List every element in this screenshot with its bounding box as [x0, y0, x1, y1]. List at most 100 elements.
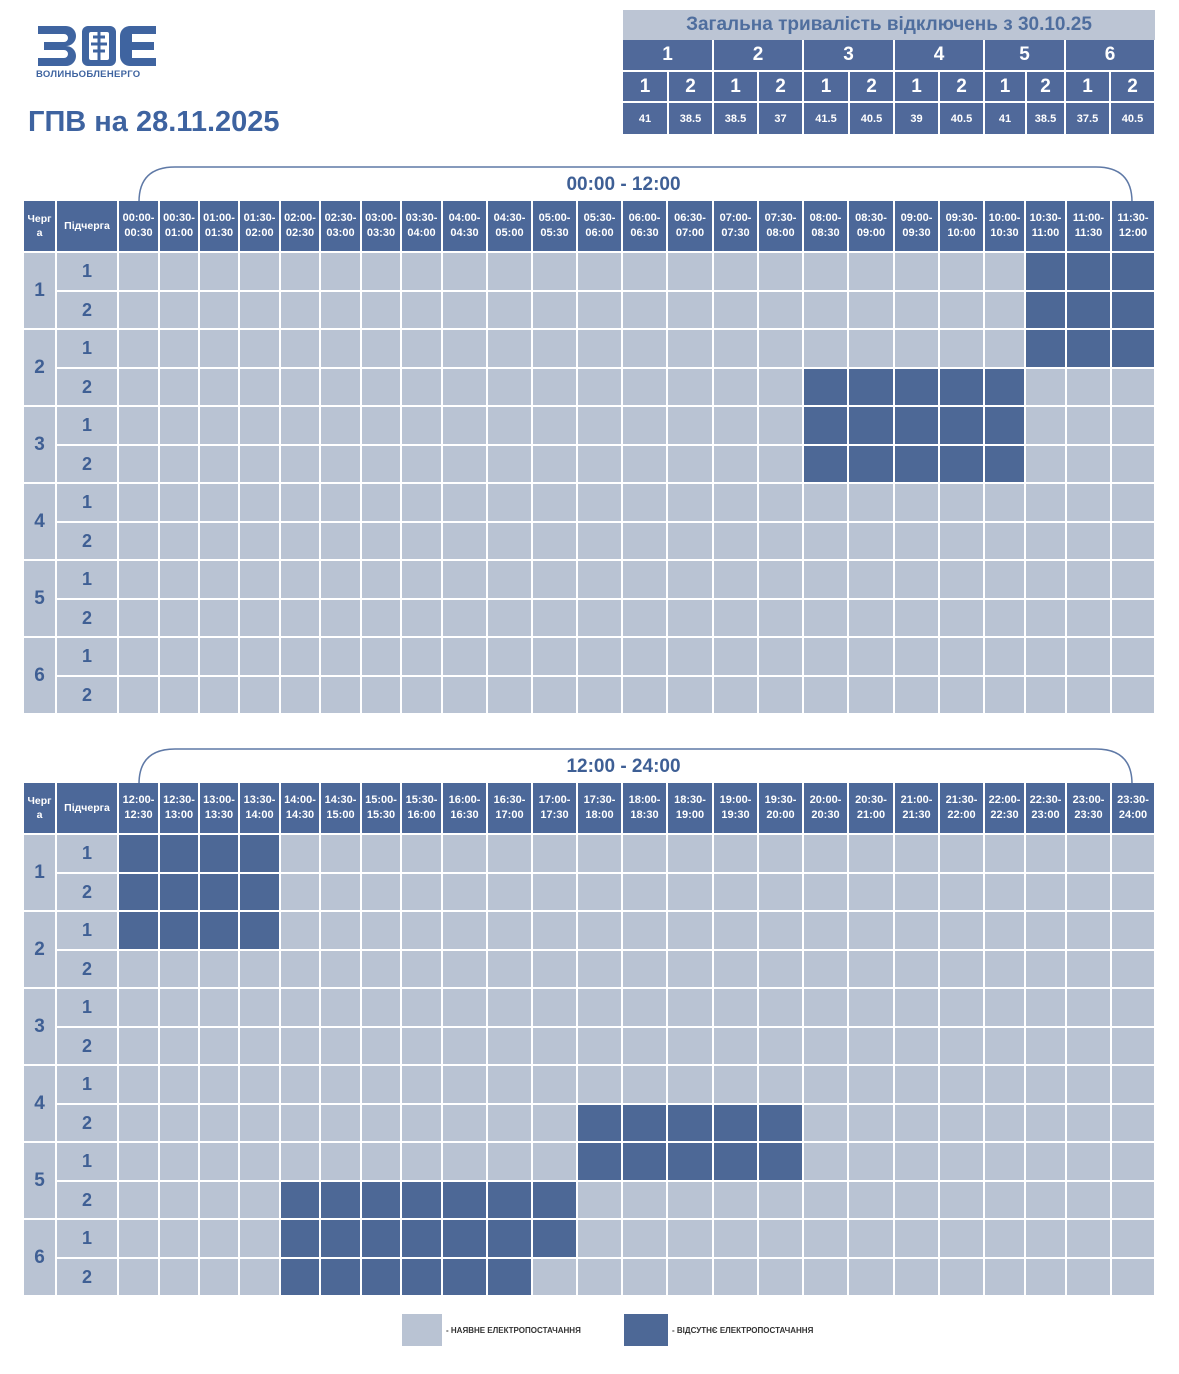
available-slot: [714, 1066, 759, 1105]
available-slot: [714, 912, 759, 951]
available-slot: [1067, 638, 1112, 677]
available-slot: [160, 989, 200, 1028]
available-slot: [1067, 989, 1112, 1028]
available-slot: [362, 407, 402, 446]
time-slot-line: 01:00: [164, 227, 194, 239]
time-slot-line: 17:30: [540, 809, 569, 821]
subqueue-label: 2: [57, 1105, 119, 1143]
time-slot-line: 01:00-: [203, 212, 235, 224]
time-slot-line: 20:00: [766, 809, 795, 821]
queue-label: 6: [24, 638, 57, 715]
available-slot: [985, 951, 1026, 989]
time-slot-line: 19:00: [675, 809, 705, 821]
available-slot: [759, 292, 804, 330]
available-slot: [804, 912, 849, 951]
available-slot: [849, 292, 895, 330]
available-slot: [940, 484, 985, 523]
available-slot: [160, 292, 200, 330]
available-slot: [804, 523, 849, 561]
outage-slot: [488, 1259, 533, 1297]
time-slot-line: 17:30-: [583, 794, 616, 806]
available-slot: [533, 989, 578, 1028]
available-slot: [1026, 600, 1067, 638]
time-slot-line: 09:00-: [900, 212, 933, 224]
available-slot: [714, 484, 759, 523]
available-slot: [849, 1182, 895, 1220]
time-slot-line: 14:00: [245, 809, 274, 821]
available-slot: [578, 1259, 623, 1297]
available-slot: [488, 638, 533, 677]
subqueue-column-header: Підчерга: [57, 201, 119, 253]
available-slot: [668, 1028, 714, 1066]
time-slot-header: 04:30- 05:00: [488, 201, 533, 253]
available-slot: [759, 446, 804, 484]
available-slot: [668, 1066, 714, 1105]
time-slot-line: 01:30: [204, 227, 234, 239]
time-slot-header: 01:30- 02:00: [240, 201, 281, 253]
available-slot: [1067, 484, 1112, 523]
available-slot: [200, 330, 240, 369]
time-slot-header: 18:00- 18:30: [623, 783, 668, 835]
available-slot: [321, 989, 362, 1028]
outage-slot: [1067, 330, 1112, 369]
available-slot: [668, 912, 714, 951]
time-slot-line: 18:00-: [628, 794, 661, 806]
available-slot: [200, 369, 240, 407]
available-slot: [321, 638, 362, 677]
available-slot: [804, 1220, 849, 1259]
available-slot: [849, 523, 895, 561]
available-slot: [714, 989, 759, 1028]
available-slot: [240, 1182, 281, 1220]
available-slot: [402, 1066, 443, 1105]
queue-label: 4: [24, 1066, 57, 1143]
available-slot: [160, 600, 200, 638]
outage-slot: [443, 1259, 488, 1297]
available-slot: [119, 446, 160, 484]
available-slot: [402, 561, 443, 600]
available-slot: [1067, 1182, 1112, 1220]
available-slot: [119, 484, 160, 523]
time-slot-line: 11:00: [1031, 227, 1060, 239]
queue-label: 1: [24, 835, 57, 912]
time-slot-line: 19:00-: [719, 794, 752, 806]
available-slot: [443, 446, 488, 484]
time-slot-line: 22:00-: [988, 794, 1021, 806]
available-slot: [985, 1105, 1026, 1143]
available-slot: [849, 1143, 895, 1182]
available-slot: [240, 523, 281, 561]
time-slot-header: 20:00- 20:30: [804, 783, 849, 835]
available-slot: [804, 638, 849, 677]
time-slot-line: 08:00: [766, 227, 795, 239]
available-slot: [119, 600, 160, 638]
subqueue-label: 2: [57, 523, 119, 561]
available-slot: [623, 1259, 668, 1297]
available-slot: [362, 600, 402, 638]
available-slot: [488, 253, 533, 292]
available-slot: [488, 874, 533, 912]
available-slot: [804, 677, 849, 715]
available-slot: [362, 292, 402, 330]
outage-slot: [1026, 253, 1067, 292]
outage-slot: [578, 1105, 623, 1143]
outage-slot: [1067, 253, 1112, 292]
time-slot-header: 12:00- 12:30: [119, 783, 160, 835]
time-slot-line: 08:30: [811, 227, 840, 239]
available-slot: [578, 951, 623, 989]
time-slot-line: 14:30: [285, 809, 315, 821]
available-slot: [488, 600, 533, 638]
available-slot: [281, 446, 321, 484]
available-slot: [714, 600, 759, 638]
queue-label: 2: [24, 330, 57, 407]
available-slot: [1112, 600, 1156, 638]
outage-slot: [443, 1220, 488, 1259]
available-slot: [849, 1105, 895, 1143]
outage-slot: [895, 407, 940, 446]
available-slot: [200, 1066, 240, 1105]
available-slot: [281, 369, 321, 407]
time-slot-line: 10:30-: [1029, 212, 1062, 224]
available-slot: [200, 638, 240, 677]
time-slot-header: 03:30- 04:00: [402, 201, 443, 253]
available-slot: [1112, 989, 1156, 1028]
available-slot: [804, 1143, 849, 1182]
available-slot: [985, 1143, 1026, 1182]
